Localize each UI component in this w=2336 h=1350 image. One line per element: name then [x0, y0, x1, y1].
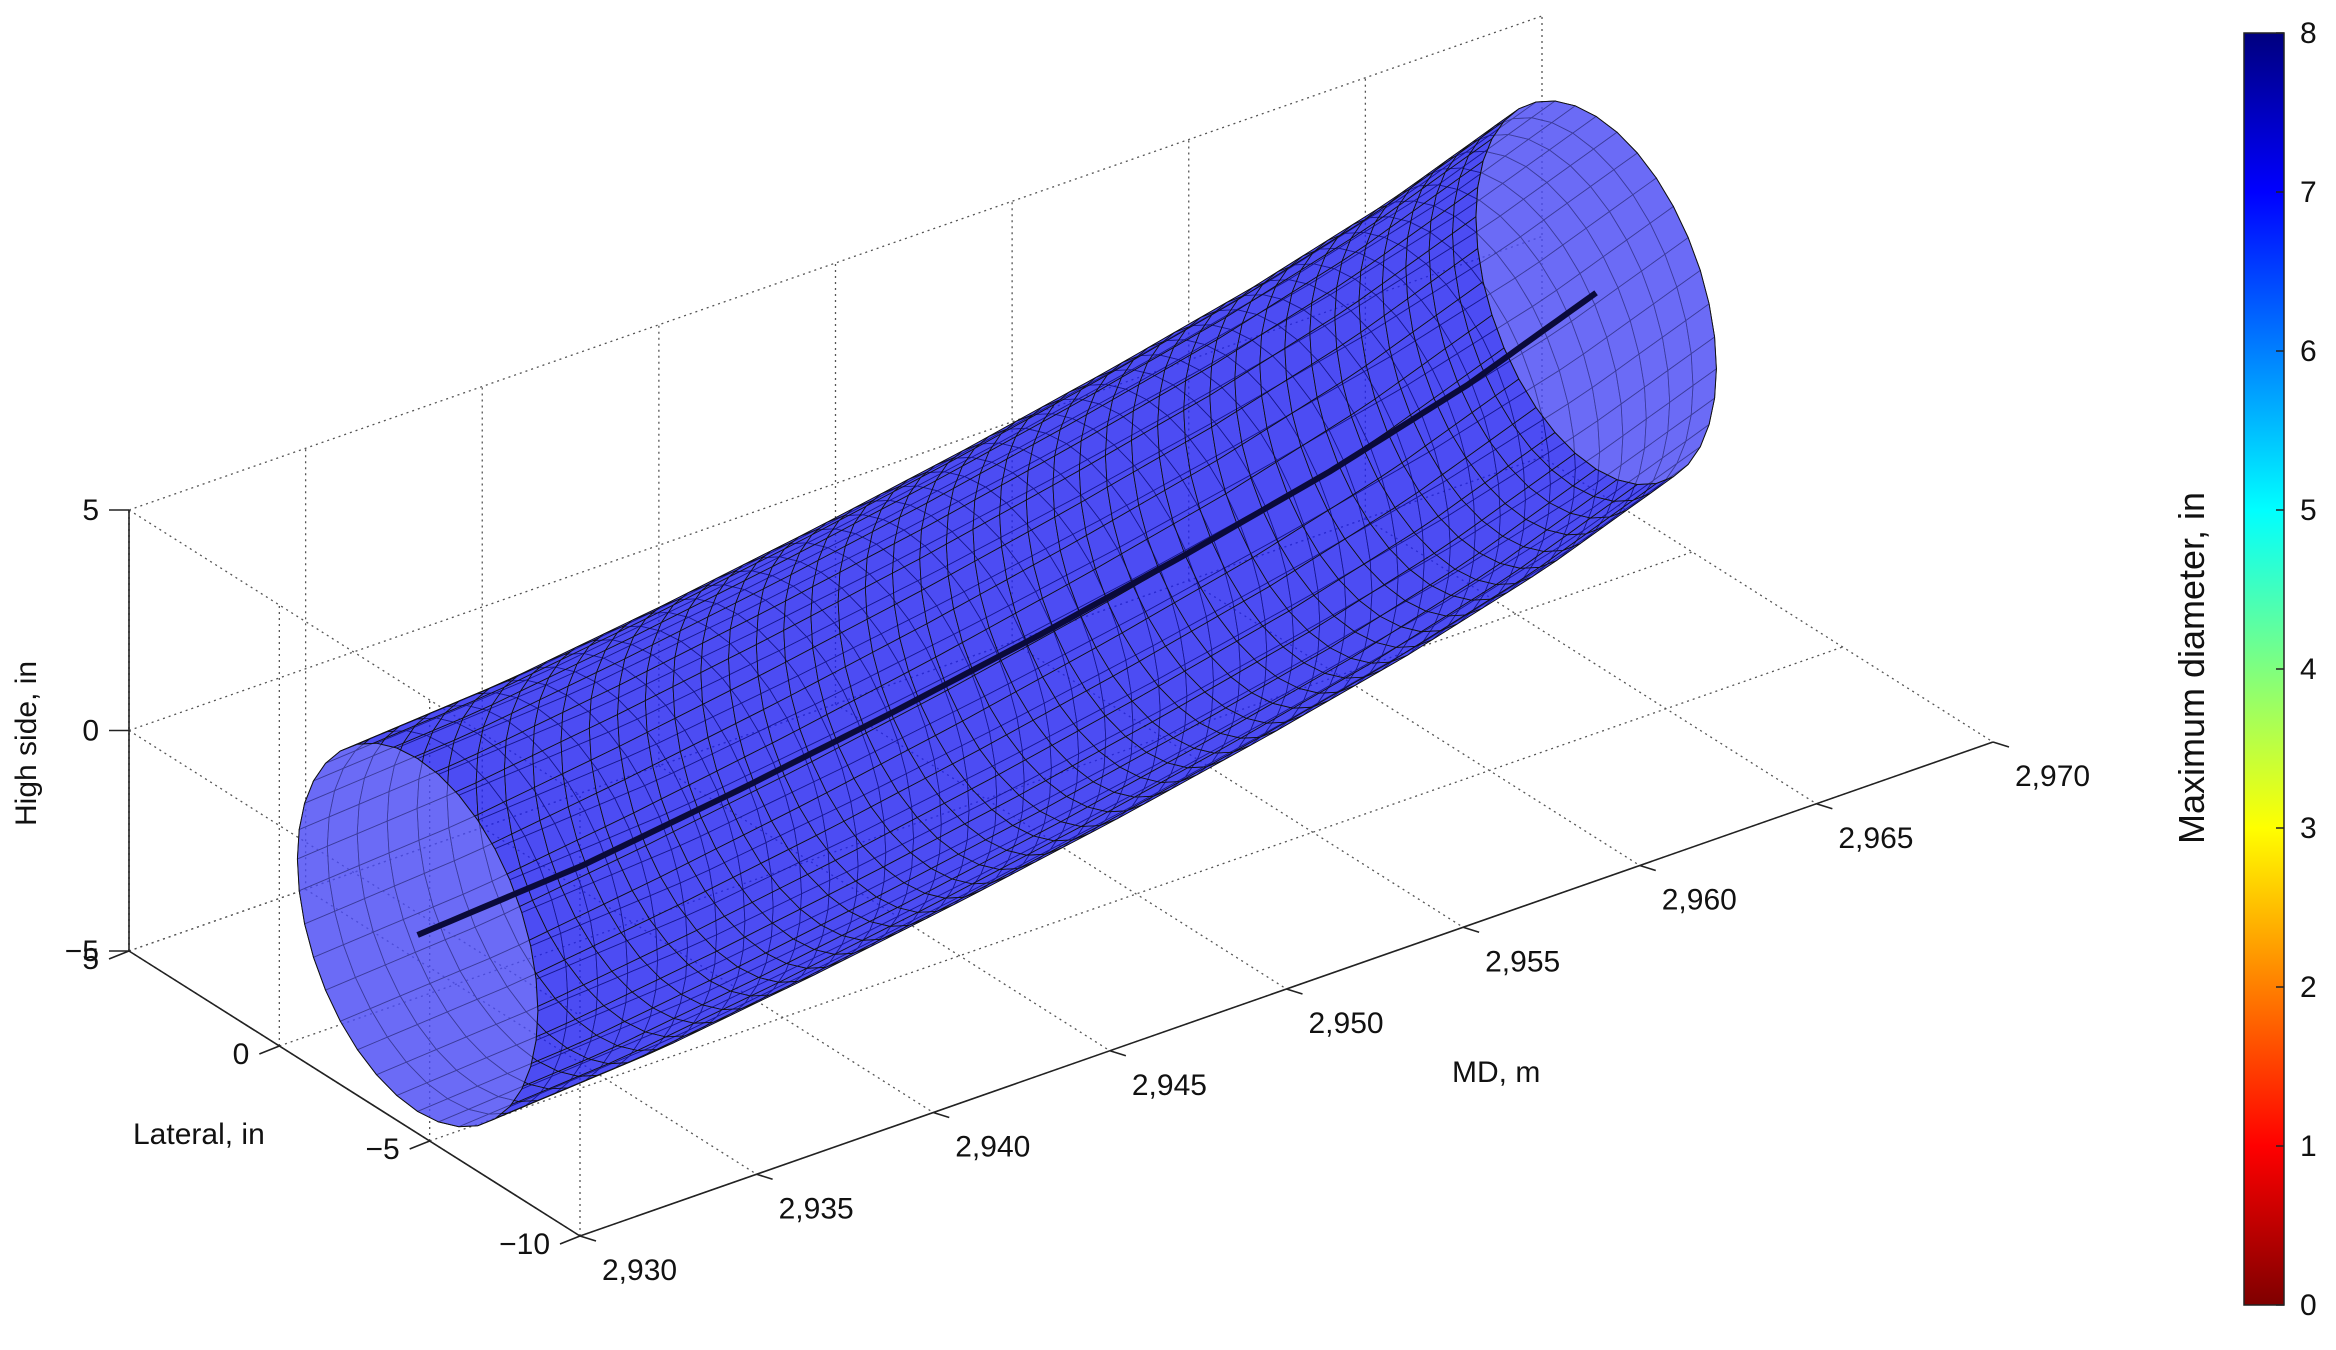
x-tick-label: 2,960 — [1662, 884, 1737, 917]
x-tick-label: 2,940 — [955, 1131, 1030, 1164]
x-tick — [1992, 741, 2010, 748]
grid-line — [1011, 641, 1464, 928]
colorbar-tick-label: 4 — [2300, 653, 2317, 686]
x-tick — [933, 1111, 950, 1119]
colorbar-tick-label: 3 — [2300, 812, 2317, 845]
grid-line — [835, 703, 1287, 990]
grid-line — [305, 888, 757, 1175]
y-tick-label: 0 — [233, 1038, 250, 1071]
z-tick-label: −5 — [65, 935, 99, 968]
grid-line — [1188, 579, 1641, 867]
x-tick — [579, 1235, 597, 1242]
grid-line — [481, 826, 934, 1114]
y-axis-title: Lateral, in — [133, 1118, 265, 1151]
centerline — [416, 290, 1598, 938]
x-tick-label: 2,935 — [779, 1192, 854, 1225]
grid-line — [1541, 456, 1994, 743]
colorbar-tick-label: 1 — [2300, 1130, 2317, 1163]
y-tick — [259, 1045, 280, 1055]
colorbar-ticks: 8 7 6 5 4 3 2 1 0 — [2276, 17, 2317, 1322]
colorbar-tick-label: 8 — [2300, 17, 2317, 50]
colorbar-title: Maximum diameter, in — [2171, 492, 2212, 844]
z-axis-title: High side, in — [10, 661, 43, 826]
x-tick-label: 2,930 — [602, 1254, 677, 1287]
colorbar-tick-label: 2 — [2300, 971, 2317, 1004]
x-axis-title: MD, m — [1452, 1056, 1540, 1089]
x-tick-label: 2,970 — [2015, 760, 2090, 793]
z-tick-label: 5 — [82, 494, 99, 527]
axes — [108, 509, 2010, 1245]
z-tick-label: 0 — [82, 715, 99, 748]
x-tick-label: 2,950 — [1309, 1007, 1384, 1040]
y-tick — [559, 1235, 581, 1245]
colorbar-tick-label: 5 — [2300, 494, 2317, 527]
x-tick — [1639, 864, 1656, 872]
grid-line — [1365, 518, 1817, 805]
tick-labels: 2,930 2,935 2,940 2,945 2,950 2,955 2,960 2,965… — [65, 494, 2090, 1287]
y-tick-label: −5 — [365, 1133, 399, 1166]
x-tick-label: 2,965 — [1838, 822, 1913, 855]
colorbar-tick-label: 0 — [2300, 1289, 2317, 1322]
x-tick — [1462, 926, 1480, 934]
y-tick-label: −10 — [499, 1228, 550, 1261]
grid-line — [658, 765, 1111, 1052]
x-tick-label: 2,955 — [1485, 945, 1560, 978]
y-tick-label: 5 — [82, 943, 99, 976]
colorbar-tick-label: 6 — [2300, 335, 2317, 368]
y-tick — [108, 950, 130, 960]
x-tick — [1816, 802, 1833, 810]
colorbar: 8 7 6 5 4 3 2 1 0 Maximum diameter, in — [2171, 17, 2317, 1322]
x-tick-label: 2,945 — [1132, 1069, 1207, 1102]
borehole-surface — [296, 100, 1717, 1128]
y-axis-line — [128, 950, 581, 1237]
x-tick — [1109, 1049, 1127, 1057]
y-tick — [409, 1140, 430, 1150]
colorbar-tick-label: 7 — [2300, 176, 2317, 209]
x-tick — [756, 1173, 773, 1181]
end-cap — [1475, 100, 1717, 486]
x-tick — [1286, 988, 1303, 995]
